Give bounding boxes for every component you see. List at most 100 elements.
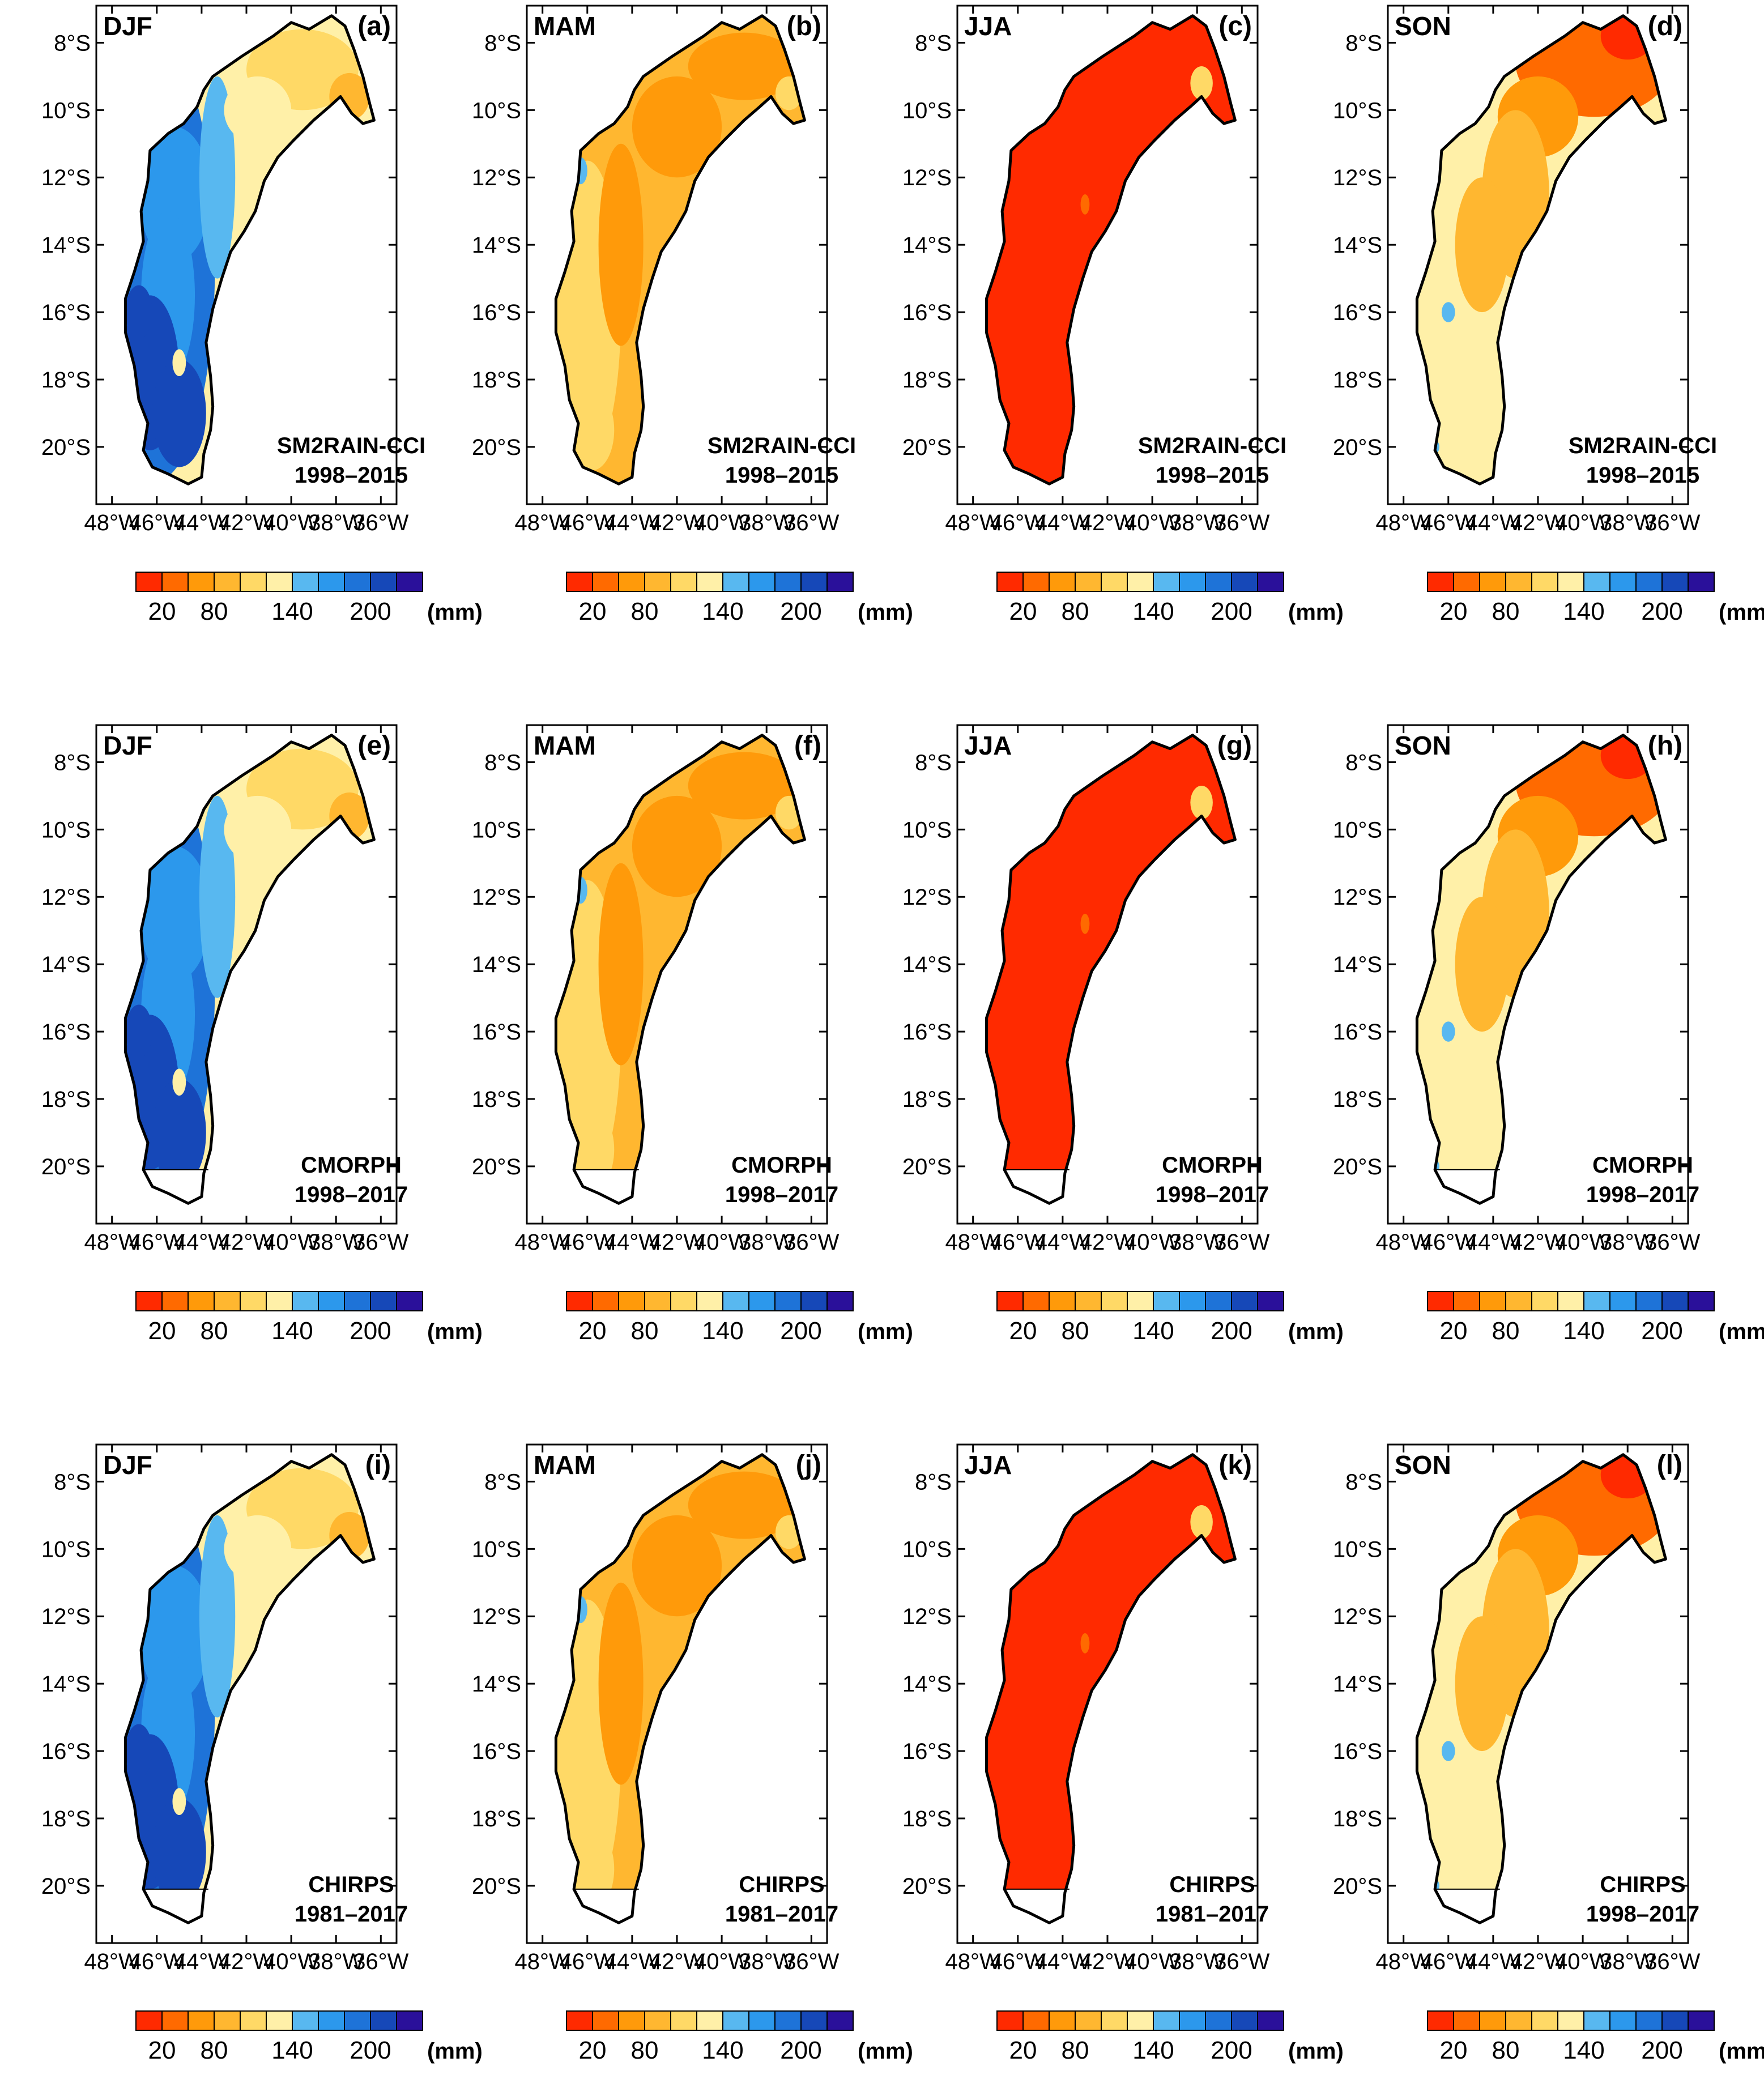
rainfall-contour: [1190, 66, 1213, 100]
colorbar-swatch: [1453, 1291, 1480, 1311]
lon-label: 46°W: [560, 510, 615, 535]
rainfall-contour: [1455, 1616, 1509, 1752]
colorbar-swatch: [1609, 2010, 1637, 2031]
lat-label: 8°S: [1345, 1469, 1382, 1494]
lat-label: 8°S: [484, 31, 521, 56]
rainfall-contour: [632, 76, 722, 178]
colorbar-swatch: [1022, 572, 1050, 592]
season-label: SON: [1395, 1450, 1451, 1480]
lat-label: 20°S: [1333, 435, 1382, 460]
lon-label: 46°W: [560, 1230, 615, 1255]
lon-label: 44°W: [604, 510, 660, 535]
colorbar-label: 140: [1563, 1317, 1604, 1345]
colorbar-label: 80: [1062, 1317, 1089, 1345]
lon-label: 42°W: [1510, 510, 1566, 535]
colorbar-label: 200: [1211, 1317, 1252, 1345]
lon-label: 44°W: [1465, 510, 1521, 535]
lat-label: 18°S: [902, 1087, 952, 1112]
colorbar-swatch: [748, 572, 776, 592]
map-panel-e: 8°S 10°S 12°S 14°S 16°S 18°S 20°S 48°W 46°W 44°W 4…: [23, 724, 483, 1348]
colorbar-swatch: [1022, 2010, 1050, 2031]
lat-label: 12°S: [41, 1604, 91, 1629]
colorbar-swatch: [1205, 1291, 1232, 1311]
lon-label: 44°W: [1465, 1230, 1521, 1255]
lon-label: 38°W: [739, 1949, 794, 1974]
rainfall-contour: [172, 349, 186, 377]
lon-label: 48°W: [1376, 1949, 1431, 1974]
colorbar-unit: (mm): [1288, 1319, 1344, 1344]
colorbar-swatch: [1557, 2010, 1584, 2031]
lon-label: 42°W: [649, 1230, 705, 1255]
colorbar-swatch: [214, 2010, 241, 2031]
rainfall-contour: [1455, 897, 1509, 1032]
period-label: 1998–2017: [725, 1182, 838, 1207]
rainfall-contour: [688, 752, 800, 820]
lat-label: 12°S: [1333, 165, 1382, 190]
colorbar-label: 80: [631, 2037, 659, 2064]
period-label: 1998–2015: [295, 463, 408, 488]
lon-label: 44°W: [1035, 510, 1090, 535]
colorbar-swatch: [1427, 2010, 1454, 2031]
colorbar-label: 140: [1563, 2037, 1604, 2064]
colorbar-swatch: [1075, 1291, 1102, 1311]
colorbar-swatch: [188, 1291, 215, 1311]
lon-label: 44°W: [174, 1949, 229, 1974]
colorbar-swatch: [996, 572, 1024, 592]
rainfall-contour: [199, 795, 236, 998]
lat-label: 20°S: [472, 1154, 521, 1179]
period-label: 1998–2017: [1156, 1182, 1269, 1207]
panel-letter: (h): [1648, 731, 1682, 761]
rainfall-contour: [224, 76, 292, 144]
rainfall-contour: [172, 1068, 186, 1096]
basin-outline: [123, 14, 376, 485]
lon-label: 40°W: [1124, 510, 1180, 535]
colorbar-swatch: [670, 1291, 697, 1311]
lon-label: 44°W: [604, 1949, 660, 1974]
lat-label: 10°S: [41, 1537, 91, 1562]
panel-letter: (c): [1218, 11, 1252, 41]
lat-label: 14°S: [41, 233, 91, 258]
colorbar-label: 80: [1062, 2037, 1089, 2064]
rainfall-contour: [598, 863, 644, 1066]
period-label: 1998–2015: [1586, 463, 1699, 488]
basin-outline: [1415, 734, 1667, 1205]
colorbar-swatch: [1505, 2010, 1532, 2031]
colorbar-swatch: [1688, 572, 1715, 592]
colorbar-swatch: [370, 2010, 397, 2031]
colorbar-swatch: [1583, 2010, 1610, 2031]
season-label: JJA: [964, 1450, 1012, 1480]
colorbar-label: 200: [1641, 1317, 1682, 1345]
basin-outline: [123, 734, 376, 1205]
colorbar-swatch: [592, 2010, 619, 2031]
colorbar-swatch: [1101, 1291, 1128, 1311]
basin-outline: [554, 1453, 806, 1924]
colorbar-unit: (mm): [858, 2039, 913, 2064]
colorbar-unit: (mm): [1719, 1319, 1764, 1344]
rainfall-contour: [224, 1515, 292, 1583]
colorbar-swatch: [1609, 572, 1637, 592]
season-label: MAM: [534, 11, 596, 41]
colorbar-swatch: [696, 1291, 723, 1311]
lat-label: 16°S: [902, 1020, 952, 1045]
lat-label: 18°S: [41, 368, 91, 393]
colorbar-swatch: [396, 2010, 423, 2031]
colorbar-label: 140: [1132, 598, 1174, 625]
lon-label: 40°W: [694, 1949, 749, 1974]
lat-label: 16°S: [41, 300, 91, 325]
lat-label: 8°S: [54, 1469, 91, 1494]
lon-label: 36°W: [1644, 510, 1700, 535]
rainfall-contour: [152, 1798, 206, 1889]
colorbar-swatch: [774, 2010, 802, 2031]
rainfall-contour: [125, 1004, 152, 1059]
lon-label: 46°W: [990, 1230, 1046, 1255]
lon-label: 38°W: [308, 1230, 364, 1255]
panel-letter: (g): [1217, 731, 1252, 761]
lat-label: 16°S: [472, 1020, 521, 1045]
map-panel-c: 8°S 10°S 12°S 14°S 16°S 18°S 20°S 48°W 46°W 44°W 4…: [884, 5, 1344, 629]
colorbar-label: 80: [201, 1317, 228, 1345]
colorbar-label: 80: [1492, 598, 1520, 625]
lon-label: 38°W: [1169, 510, 1225, 535]
lon-label: 38°W: [1169, 1230, 1225, 1255]
lat-label: 12°S: [472, 885, 521, 910]
lon-label: 36°W: [1214, 1949, 1269, 1974]
